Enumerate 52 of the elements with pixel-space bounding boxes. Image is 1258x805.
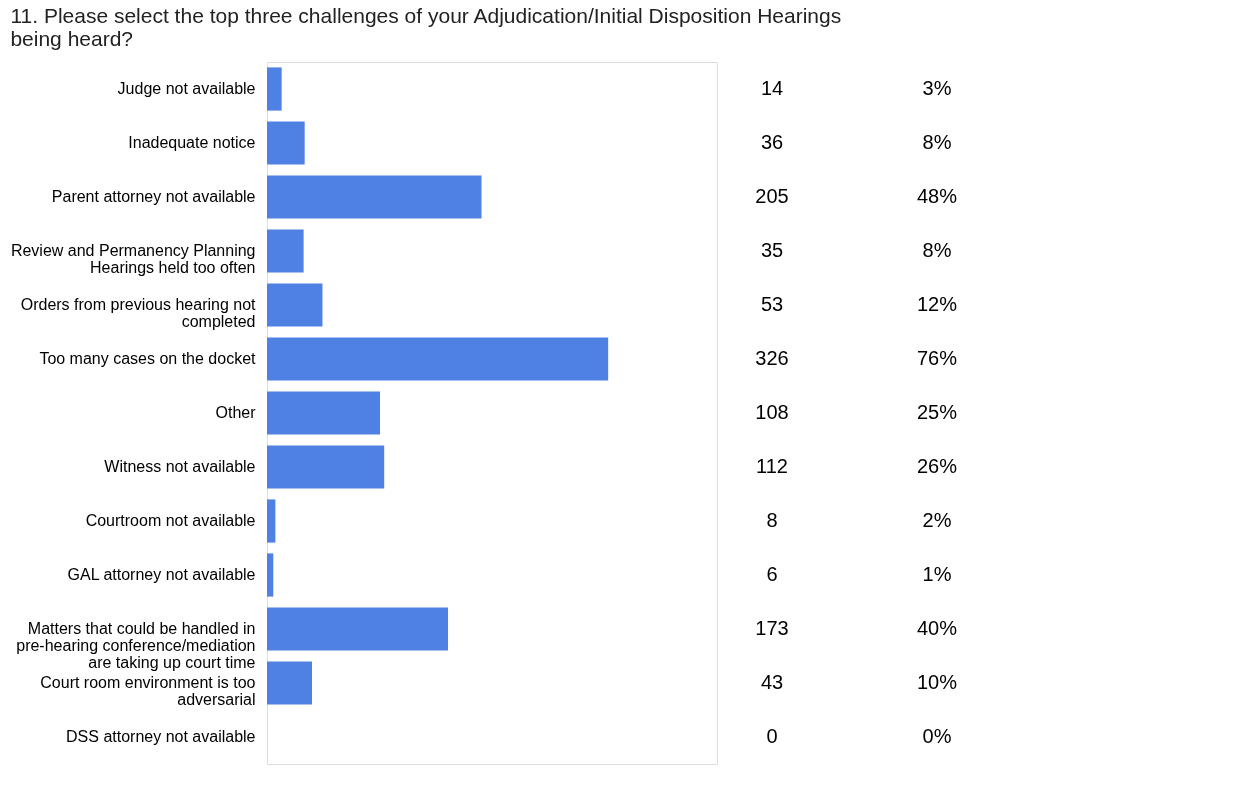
text: 3% xyxy=(922,77,952,99)
y-tick-label: Courtroom not available xyxy=(85,512,256,529)
text: 25% xyxy=(916,401,958,423)
bar xyxy=(267,67,282,111)
y-tick-label: Parent attorney not available xyxy=(51,188,256,205)
bar xyxy=(267,175,482,219)
data-label: 6 xyxy=(766,563,778,585)
bar xyxy=(267,121,305,165)
y-tick-label: DSS attorney not available xyxy=(66,728,256,745)
data-label: 14 xyxy=(760,77,784,99)
text: 26% xyxy=(916,455,958,477)
bar xyxy=(267,337,609,381)
text: 0% xyxy=(922,725,952,747)
data-label: 326 xyxy=(755,347,789,369)
data-label: 8 xyxy=(766,509,778,531)
data-label: 108 xyxy=(755,401,789,423)
text: 48% xyxy=(916,185,958,207)
text: 10% xyxy=(916,671,958,693)
bar xyxy=(267,445,385,489)
y-tick-label: GAL attorney not available xyxy=(67,566,256,583)
text: 8% xyxy=(922,239,952,261)
data-label: 43 xyxy=(760,671,784,693)
y-tick-label: Review and Permanency Planning Hearings held too often xyxy=(10,242,256,276)
text: 8% xyxy=(922,131,952,153)
y-tick-label: Witness not available xyxy=(104,458,256,475)
data-label: 112 xyxy=(756,455,788,477)
bar xyxy=(267,607,449,651)
data-label: 35 xyxy=(760,239,784,261)
y-tick-label: Matters that could be handled in pre-hearing conference/mediation are taking up court time xyxy=(16,620,256,671)
bar xyxy=(267,553,274,597)
data-label: 36 xyxy=(760,131,784,153)
bar xyxy=(267,499,276,543)
data-label: 53 xyxy=(760,293,784,315)
text: 76% xyxy=(916,347,958,369)
text: 2% xyxy=(922,509,952,531)
text: 1% xyxy=(922,563,952,585)
y-tick-label: Inadequate notice xyxy=(128,134,256,151)
text: 40% xyxy=(916,617,958,639)
y-tick-label: Too many cases on the docket xyxy=(39,350,257,367)
y-tick-label: Other xyxy=(215,404,257,421)
data-label: 173 xyxy=(755,617,789,639)
bar xyxy=(267,661,312,705)
y-tick-label: Court room environment is too adversarial xyxy=(40,674,256,708)
data-label: 0 xyxy=(766,725,778,747)
chart-title: 11. Please select the top three challenges of your Adjudication/Initial Disposition Hearings being heard? xyxy=(10,4,842,50)
y-tick-label: Judge not available xyxy=(117,80,256,97)
data-label: 205 xyxy=(755,185,789,207)
text: 12% xyxy=(916,293,958,315)
bar xyxy=(267,391,381,435)
bar xyxy=(267,229,304,273)
y-tick-label: Orders from previous hearing not completed xyxy=(20,296,257,330)
bar xyxy=(267,283,323,327)
